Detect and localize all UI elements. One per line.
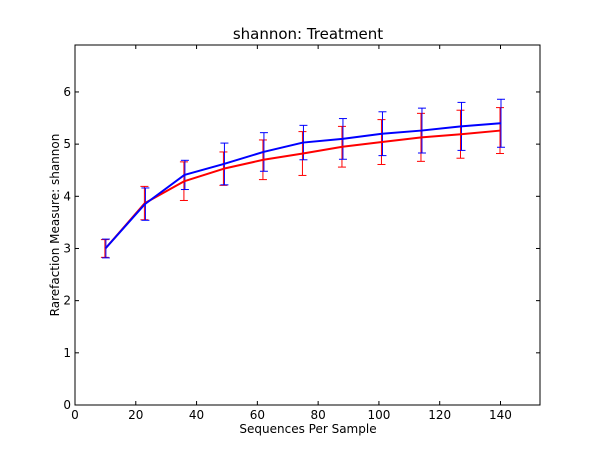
y-tick-label: 3 — [63, 241, 71, 255]
ticks-layer: 0 20 40 60 80 100 120 140 0 1 2 3 4 5 6 — [63, 45, 540, 422]
error-bar — [496, 98, 505, 148]
x-axis-label: Sequences Per Sample — [239, 422, 376, 436]
errorbar-layer — [100, 98, 505, 259]
x-tick-label: 80 — [310, 408, 325, 422]
y-tick-label: 4 — [63, 189, 71, 203]
y-tick-label: 0 — [63, 398, 71, 412]
y-axis-label: Rarefaction Measure: shannon — [48, 134, 62, 317]
y-tick-label: 2 — [63, 294, 71, 308]
y-tick-label: 1 — [63, 346, 71, 360]
series-line — [104, 129, 501, 250]
y-tick-label: 6 — [63, 85, 71, 99]
lines-layer — [104, 122, 501, 250]
x-tick-label: 20 — [128, 408, 143, 422]
x-tick-label: 60 — [250, 408, 265, 422]
x-tick-label: 120 — [428, 408, 451, 422]
error-bar — [100, 239, 109, 258]
x-tick-label: 100 — [367, 408, 390, 422]
y-tick-label: 5 — [63, 137, 71, 151]
plot-frame — [74, 44, 541, 406]
chart-title: shannon: Treatment — [233, 25, 383, 43]
x-tick-label: 0 — [71, 408, 79, 422]
x-tick-label: 140 — [489, 408, 512, 422]
series-line — [104, 122, 501, 250]
x-tick-label: 40 — [189, 408, 204, 422]
